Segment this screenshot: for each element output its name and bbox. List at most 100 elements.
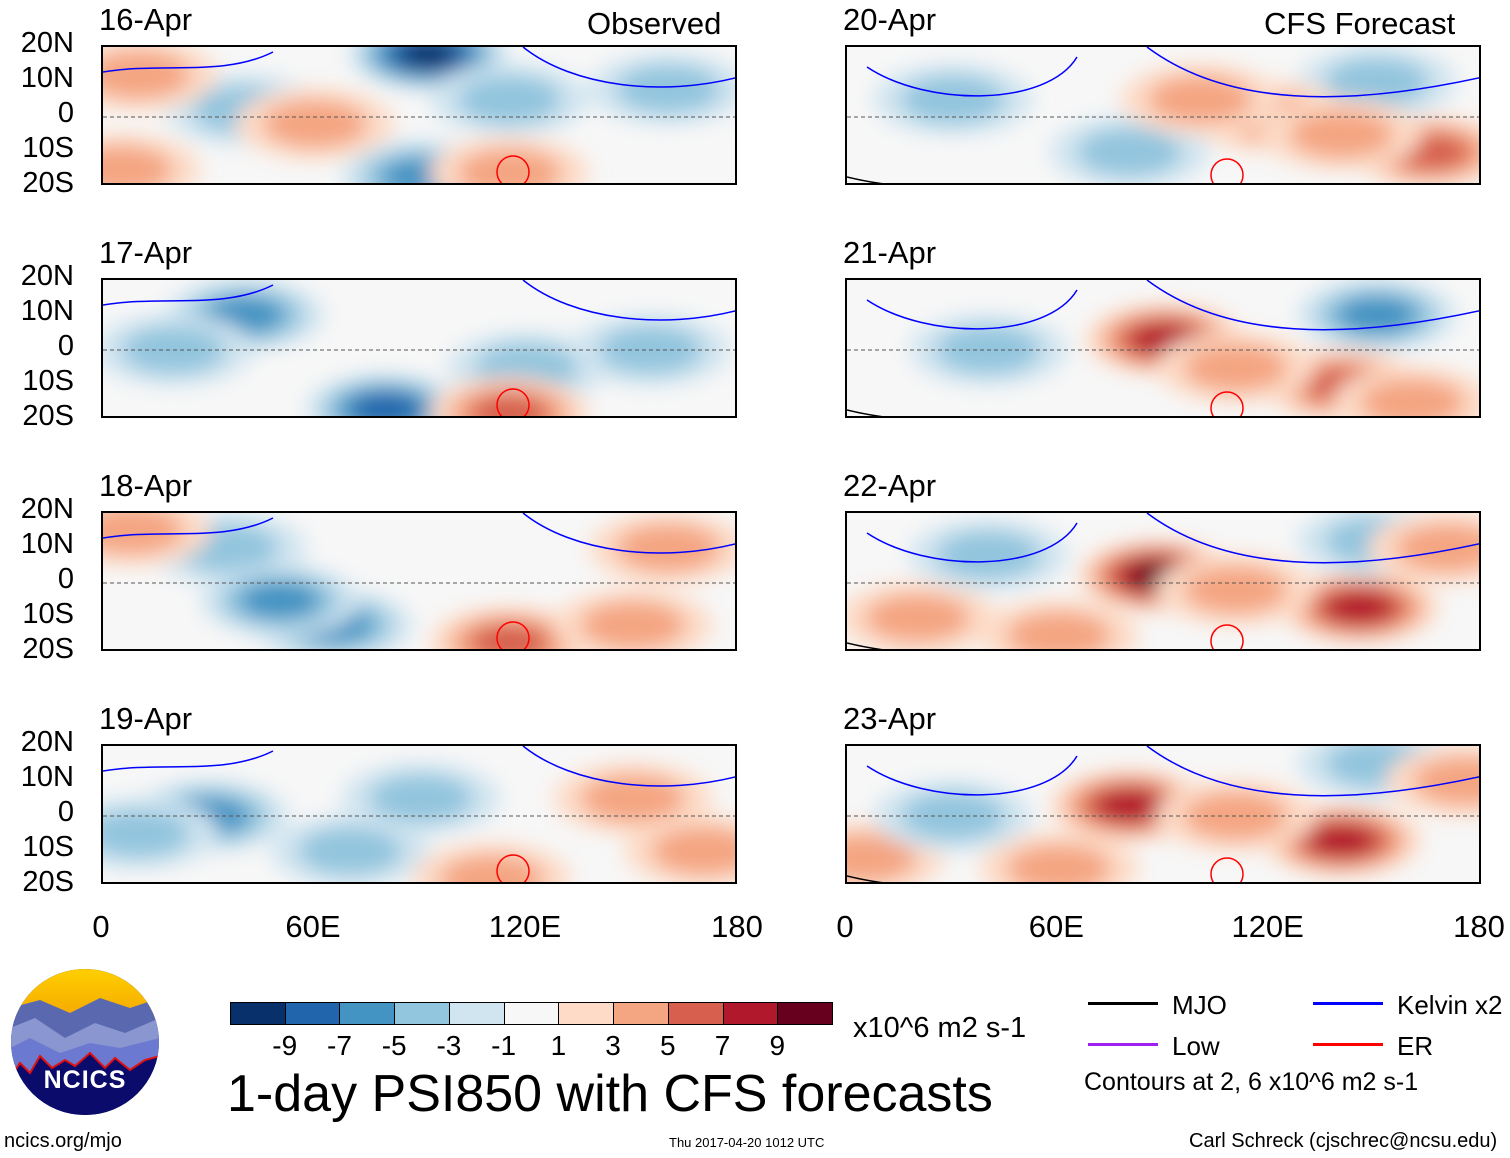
er-contour <box>1210 624 1244 649</box>
x-tick-label: 60E <box>1028 909 1084 944</box>
contour-note: Contours at 2, 6 x10^6 m2 s-1 <box>1084 1068 1419 1096</box>
legend-label: ER <box>1397 1031 1434 1061</box>
er-contour <box>1210 857 1244 882</box>
colorbar-tick: -3 <box>436 1030 462 1061</box>
panel-title: 18-Apr <box>99 468 193 503</box>
kelvin-contour <box>866 280 1479 331</box>
psi-anomaly-blob <box>651 827 735 875</box>
x-tick-label: 0 <box>836 909 854 944</box>
y-tick-label: 20S <box>22 633 74 665</box>
er-contour <box>1210 391 1244 416</box>
psi-anomaly-blob <box>103 809 191 858</box>
psi-anomaly-blob <box>239 581 320 620</box>
y-tick-label: 10S <box>22 132 74 164</box>
psi-anomaly-blob <box>457 75 562 124</box>
psi-anomaly-blob <box>1096 789 1163 822</box>
er-contour <box>496 854 530 882</box>
psi-anomaly-blob <box>439 855 544 882</box>
panel-title: 22-Apr <box>843 468 937 503</box>
y-tick-label: 0 <box>57 563 74 595</box>
footer-url[interactable]: ncics.org/mjo <box>4 1130 122 1152</box>
colorbar-swatch <box>339 1002 396 1025</box>
cfs-forecast-header: CFS Forecast <box>1264 6 1456 41</box>
figure-title: 1-day PSI850 with CFS forecasts <box>227 1065 993 1123</box>
x-tick-label: 0 <box>92 909 110 944</box>
mjo-contour <box>847 875 883 882</box>
y-tick-label: 10S <box>22 831 74 863</box>
mjo-contour <box>847 409 883 416</box>
colorbar-swatch <box>558 1002 615 1025</box>
colorbar-swatch <box>284 1002 341 1025</box>
legend-line-er <box>1313 1043 1383 1046</box>
colorbar-tick: -9 <box>272 1030 298 1061</box>
psi-anomaly-blob <box>1337 296 1417 334</box>
colorbar-swatch <box>394 1002 450 1025</box>
map-panel-23-Apr <box>845 744 1481 884</box>
panel-title: 16-Apr <box>99 2 193 37</box>
x-tick-label: 60E <box>285 909 341 944</box>
psi-anomaly-blob <box>865 594 970 642</box>
psi-anomaly-blob <box>398 47 458 69</box>
colorbar-tick: 3 <box>605 1030 621 1061</box>
legend-line-mjo <box>1088 1002 1158 1005</box>
psi-anomaly-blob <box>901 75 1005 124</box>
psi-anomaly-blob <box>469 623 550 649</box>
colorbar-swatch <box>722 1002 779 1025</box>
footer-author: Carl Schreck (cjschrec@ncsu.edu) <box>1189 1130 1498 1152</box>
x-tick-label: 120E <box>488 909 562 944</box>
legend-line-low <box>1088 1043 1158 1046</box>
psi-anomaly-blob <box>369 774 473 823</box>
kelvin-contour <box>866 513 1479 564</box>
colorbar-tick: -1 <box>491 1030 517 1061</box>
psi-anomaly-blob <box>1326 591 1393 624</box>
panel-title: 23-Apr <box>843 701 937 736</box>
psi-anomaly-blob <box>1413 757 1479 805</box>
y-tick-label: 0 <box>57 796 74 828</box>
psi-anomaly-blob <box>1183 343 1288 392</box>
er-contour <box>496 388 530 416</box>
map-panel-17-Apr <box>101 278 737 418</box>
panel-title: 17-Apr <box>99 235 193 270</box>
colorbar-swatch <box>230 1002 286 1025</box>
colorbar-tick: 1 <box>550 1030 567 1061</box>
psi-anomaly-blob <box>1183 566 1288 614</box>
psi-anomaly-blob <box>103 145 173 183</box>
map-panel-19-Apr <box>101 744 737 884</box>
colorbar-unit: x10^6 m2 s-1 <box>853 1012 1027 1044</box>
er-contour <box>1210 158 1244 183</box>
y-tick-label: 10N <box>20 761 74 793</box>
panel-title: 21-Apr <box>843 235 937 270</box>
kelvin-contour <box>103 47 735 88</box>
kelvin-contour <box>866 47 1479 98</box>
psi-anomaly-blob <box>1308 824 1375 857</box>
psi-anomaly-blob <box>581 601 685 649</box>
ncics-logo: NCICS <box>10 968 160 1116</box>
kelvin-contour <box>103 513 735 554</box>
colorbar-swatch <box>777 1002 833 1025</box>
er-contour <box>496 621 530 649</box>
legend-label: MJO <box>1172 990 1227 1020</box>
y-tick-label: 20S <box>22 866 74 898</box>
kelvin-contour <box>866 746 1479 797</box>
psi-anomaly-blob <box>1360 378 1465 416</box>
logo-text: NCICS <box>43 1066 127 1094</box>
y-tick-label: 10N <box>20 295 74 327</box>
psi-anomaly-blob <box>352 393 419 416</box>
legend-label: Kelvin x2 <box>1397 990 1503 1020</box>
y-tick-label: 0 <box>57 330 74 362</box>
psi-anomaly-blob <box>1395 524 1479 572</box>
x-tick-label: 180 <box>711 909 763 944</box>
map-panel-16-Apr <box>101 45 737 185</box>
map-panel-18-Apr <box>101 511 737 651</box>
y-tick-label: 10N <box>20 62 74 94</box>
y-tick-label: 20N <box>20 493 74 525</box>
y-tick-label: 20N <box>20 726 74 758</box>
colorbar-tick: 9 <box>769 1030 786 1061</box>
panel-title: 20-Apr <box>843 2 937 37</box>
y-tick-label: 20S <box>22 400 74 432</box>
x-tick-label: 120E <box>1231 909 1304 944</box>
panel-title: 19-Apr <box>99 701 193 736</box>
y-tick-label: 0 <box>57 97 74 129</box>
psi-anomaly-blob <box>936 531 1041 579</box>
colorbar-swatch <box>503 1002 560 1025</box>
